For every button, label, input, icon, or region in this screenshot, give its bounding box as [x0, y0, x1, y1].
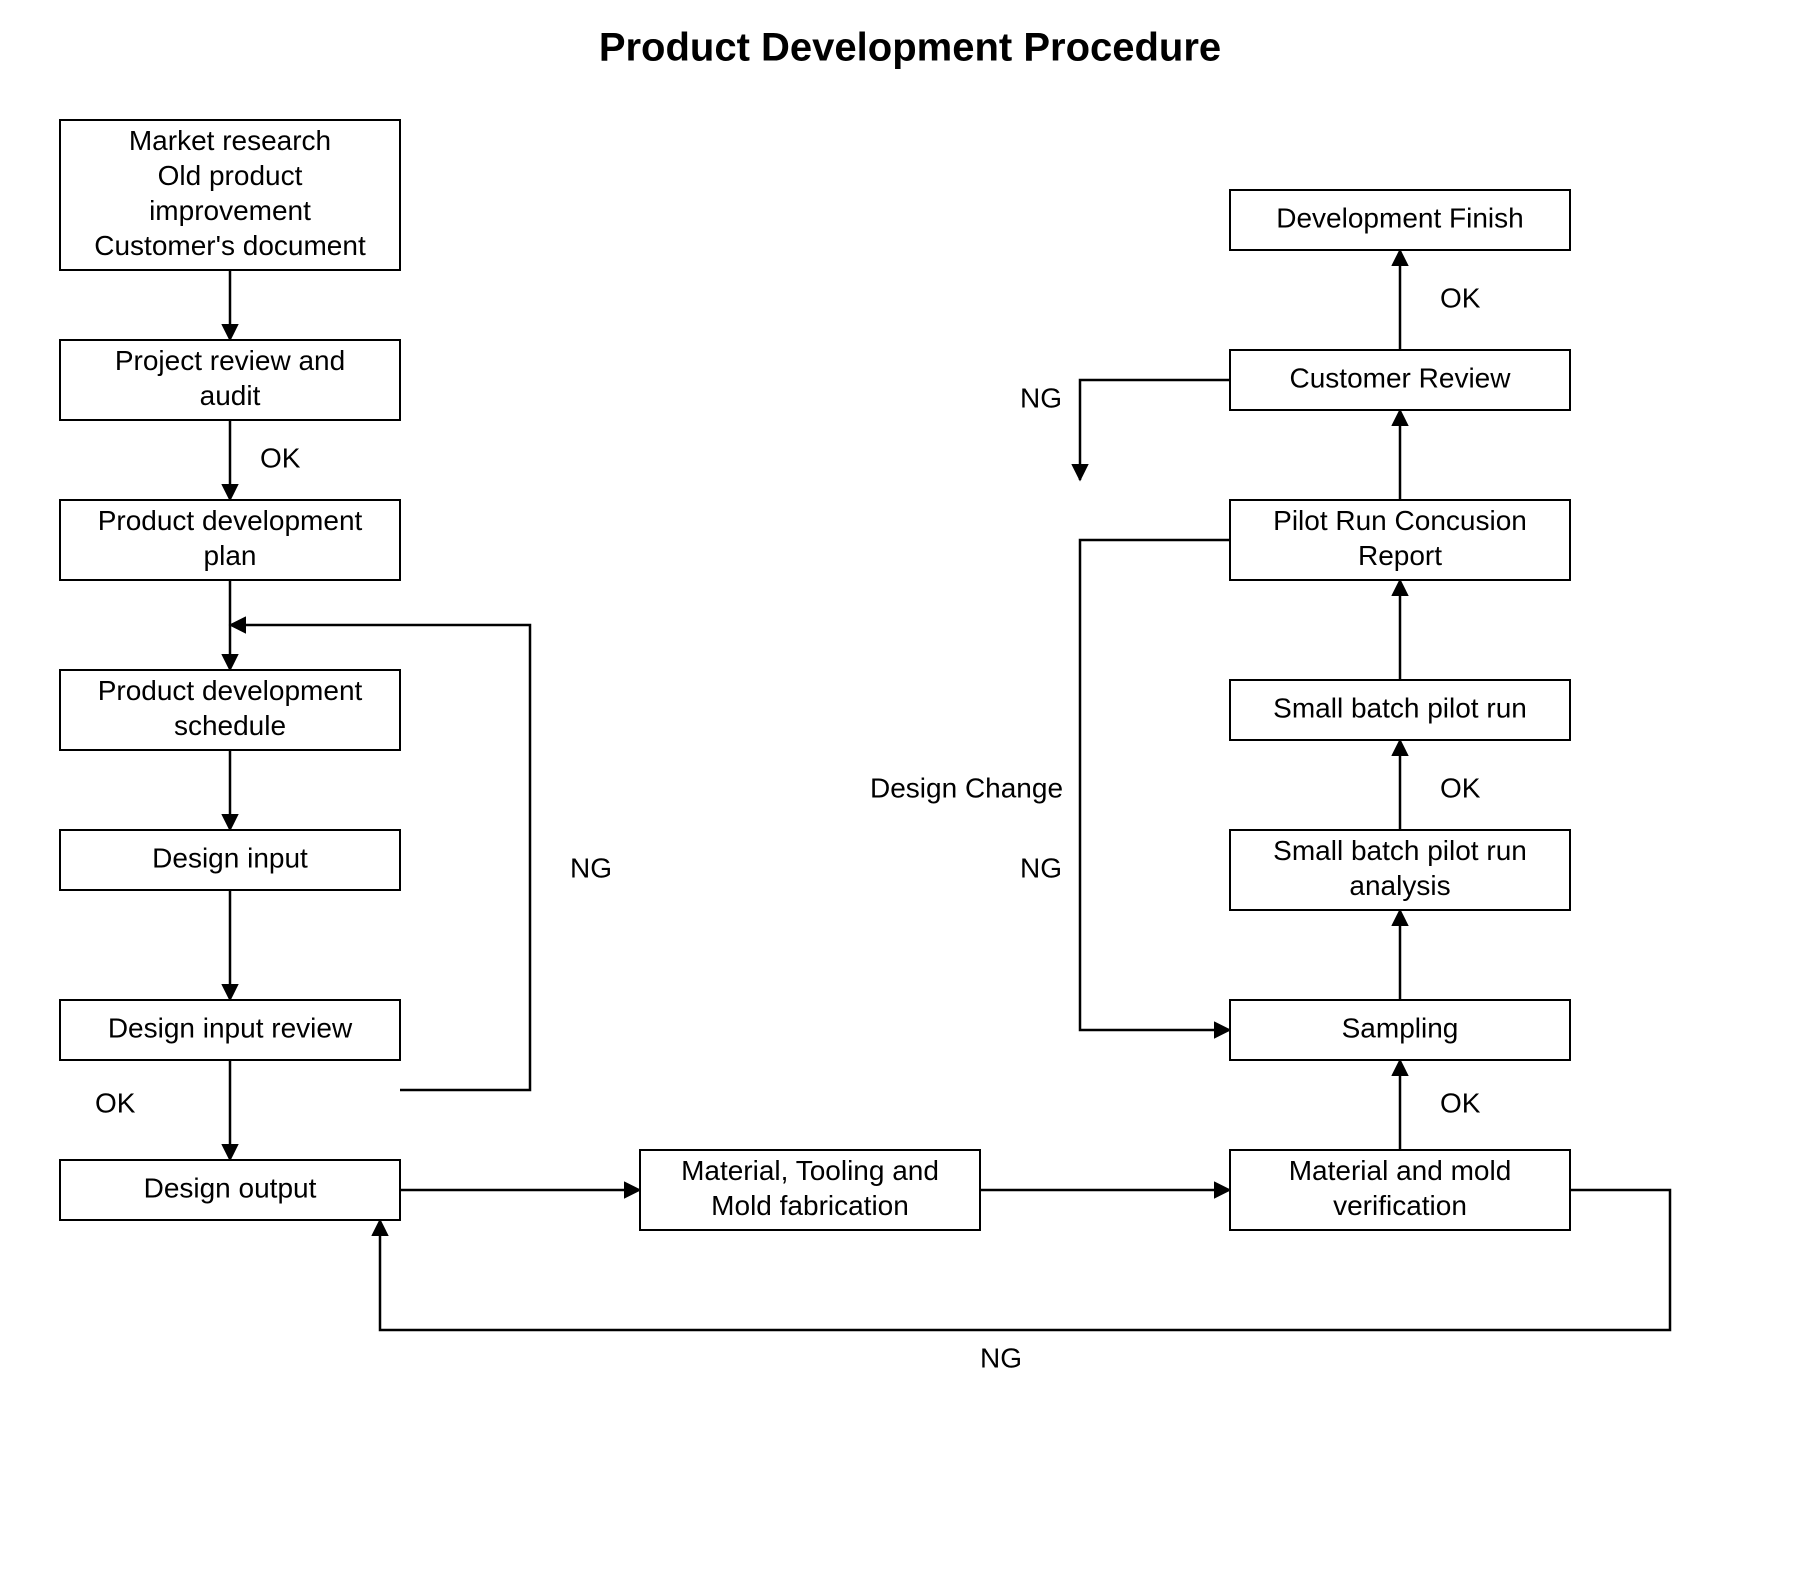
edge-label: NG — [1020, 382, 1062, 413]
edge-label: NG — [980, 1342, 1022, 1373]
node-text: Design output — [144, 1172, 317, 1203]
edge-label: OK — [95, 1087, 136, 1118]
node-sbanalysis: Small batch pilot run analysis — [1230, 830, 1570, 910]
node-text: Development Finish — [1276, 202, 1523, 233]
node-text: Sampling — [1342, 1012, 1459, 1043]
node-text: Report — [1358, 540, 1442, 571]
node-sbrun: Small batch pilot run — [1230, 680, 1570, 740]
node-text: Market research — [129, 125, 331, 156]
node-text: Pilot Run Concusion — [1273, 505, 1527, 536]
node-text: verification — [1333, 1190, 1467, 1221]
node-verify: Material and mold verification — [1230, 1150, 1570, 1230]
node-text: audit — [200, 380, 261, 411]
node-fab: Material, Tooling and Mold fabrication — [640, 1150, 980, 1230]
node-custrev: Customer Review — [1230, 350, 1570, 410]
node-text: Project review and — [115, 345, 345, 376]
node-text: plan — [204, 540, 257, 571]
node-review: Project review and audit — [60, 340, 400, 420]
node-text: Product development — [98, 505, 363, 536]
node-text: improvement — [149, 195, 311, 226]
node-text: schedule — [174, 710, 286, 741]
node-market: Market research Old product improvement Cus… — [60, 120, 400, 270]
edge-label: OK — [1440, 282, 1481, 313]
node-pilotrep: Pilot Run Concusion Report — [1230, 500, 1570, 580]
flow-edge — [1080, 380, 1230, 480]
edge-label: NG — [570, 852, 612, 883]
flow-edge — [1080, 540, 1230, 1030]
node-dinput: Design input — [60, 830, 400, 890]
node-text: Old product — [158, 160, 303, 191]
diagram-title: Product Development Procedure — [599, 26, 1221, 70]
edge-label: OK — [1440, 1087, 1481, 1118]
edge-label: NG — [1020, 852, 1062, 883]
node-text: Product development — [98, 675, 363, 706]
node-text: Customer's document — [94, 230, 366, 261]
node-text: Design input — [152, 842, 308, 873]
node-text: Small batch pilot run — [1273, 835, 1527, 866]
node-finish: Development Finish — [1230, 190, 1570, 250]
edge-label: Design Change — [870, 772, 1063, 803]
node-text: analysis — [1349, 870, 1450, 901]
node-doutput: Design output — [60, 1160, 400, 1220]
node-text: Small batch pilot run — [1273, 692, 1527, 723]
node-text: Customer Review — [1290, 362, 1512, 393]
node-text: Design input review — [108, 1012, 353, 1043]
node-text: Material, Tooling and — [681, 1155, 939, 1186]
node-dinputrev: Design input review — [60, 1000, 400, 1060]
edge-label: OK — [260, 442, 301, 473]
edge-label: OK — [1440, 772, 1481, 803]
node-text: Mold fabrication — [711, 1190, 909, 1221]
node-text: Material and mold — [1289, 1155, 1512, 1186]
flowchart-canvas: Product Development Procedure OK OK NG OK OK O… — [0, 0, 1819, 1587]
node-schedule: Product development schedule — [60, 670, 400, 750]
node-sampling: Sampling — [1230, 1000, 1570, 1060]
node-devplan: Product development plan — [60, 500, 400, 580]
